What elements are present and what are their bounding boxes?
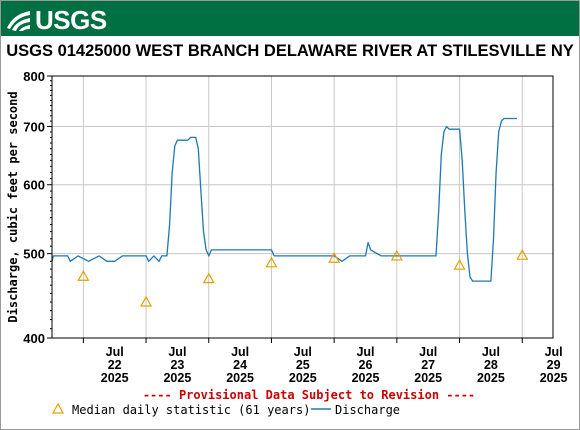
legend-median-label: Median daily statistic (61 years) [72,403,310,417]
x-tick-year: 2025 [352,371,380,385]
x-tick-day: 28 [484,358,498,372]
usgs-logo[interactable]: USGS [6,4,107,35]
x-tick-day: 25 [296,358,310,372]
x-tick-year: 2025 [289,371,317,385]
x-tick-day: 24 [233,358,247,372]
x-tick-month: Jul [356,345,374,359]
provisional-note: ---- Provisional Data Subject to Revisio… [143,388,475,402]
x-tick-month: Jul [106,345,124,359]
usgs-logo-text: USGS [35,4,107,35]
y-tick-label: 800 [23,69,45,84]
x-tick-month: Jul [419,345,437,359]
x-tick-day: 27 [421,358,435,372]
y-axis-label: Discharge, cubic feet per second [6,91,20,322]
x-tick-day: 22 [108,358,122,372]
legend-median-icon [51,402,65,414]
x-tick-year: 2025 [101,371,129,385]
legend-discharge-label: Discharge [335,403,400,417]
x-tick-day: 29 [547,358,561,372]
median-marker [390,249,403,261]
x-tick-month: Jul [482,345,500,359]
median-marker [202,272,215,284]
x-tick-month: Jul [168,345,186,359]
plot-area [52,76,553,338]
x-tick-month: Jul [231,345,249,359]
x-tick-year: 2025 [226,371,254,385]
median-marker [328,251,341,263]
x-tick-year: 2025 [477,371,505,385]
x-tick-year: 2025 [163,371,191,385]
y-tick-label: 600 [23,178,45,193]
y-tick-label: 400 [23,331,45,346]
median-marker [453,258,466,270]
x-tick-day: 23 [170,358,184,372]
usgs-wave-icon [7,11,30,31]
discharge-line [51,117,517,282]
x-tick-month: Jul [294,345,312,359]
y-tick-label: 500 [23,247,45,262]
usgs-header-bar: USGS [1,1,579,36]
median-marker [516,248,529,260]
median-marker [140,295,153,307]
y-tick-label: 700 [23,119,45,134]
x-tick-year: 2025 [414,371,442,385]
x-tick-month: Jul [545,345,563,359]
median-marker [265,256,278,268]
chart-title: USGS 01425000 WEST BRANCH DELAWARE RIVER… [6,42,574,60]
x-tick-day: 26 [359,358,373,372]
median-marker [77,270,90,281]
x-tick-year: 2025 [540,371,568,385]
plot-border [51,75,554,339]
